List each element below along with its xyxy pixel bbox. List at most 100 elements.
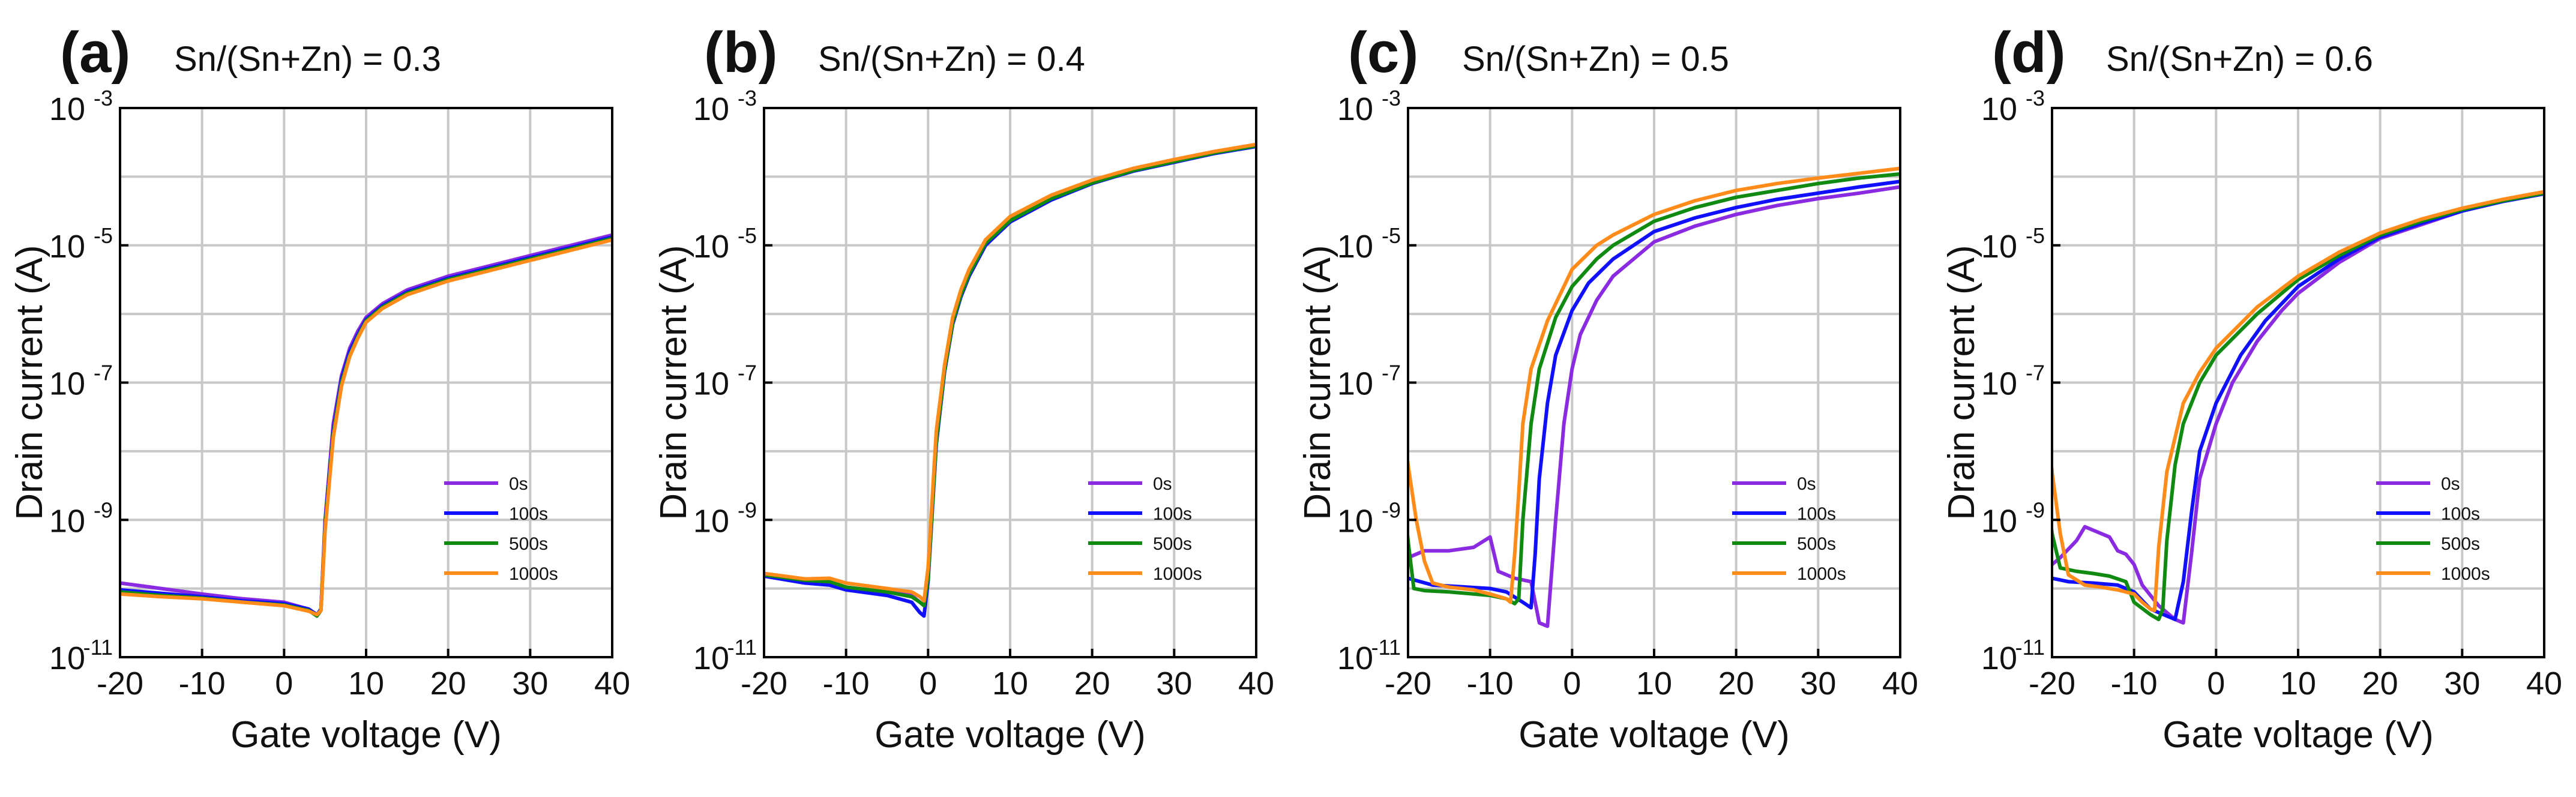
- y-tick-base: 10: [1337, 503, 1373, 539]
- series-line-1000s: [120, 238, 612, 617]
- panel-label: (d): [1992, 20, 2066, 85]
- series-line-0s: [1408, 185, 1900, 628]
- x-tick-label: -10: [1467, 666, 1514, 702]
- y-tick-exponent: -7: [1382, 361, 1401, 385]
- panel-c: (c) Sn/(Sn+Zn) = 0.5-20 -10 0 10 20 30 4010-111…: [1297, 20, 1918, 756]
- legend-label: 100s: [2441, 504, 2480, 524]
- x-tick-label: -20: [741, 666, 787, 702]
- y-tick-label: 10 -7: [693, 361, 757, 402]
- x-tick-label: -20: [1385, 666, 1431, 702]
- y-axis-label: Drain current (A): [1941, 245, 1982, 520]
- legend-label: 100s: [1797, 504, 1836, 524]
- y-tick-label: 10-11: [693, 635, 757, 676]
- y-tick-exponent: -9: [1382, 498, 1401, 522]
- x-tick-label: -10: [2111, 666, 2158, 702]
- y-tick-exponent: -11: [2015, 635, 2045, 660]
- x-tick-label: 40: [1238, 666, 1274, 702]
- x-tick-label: 30: [2444, 666, 2480, 702]
- y-tick-label: 10 -3: [49, 86, 113, 127]
- legend-label: 500s: [509, 534, 548, 554]
- y-tick-label: 10 -3: [693, 86, 757, 127]
- x-tick-label: 10: [2280, 666, 2316, 702]
- y-tick-exponent: -3: [94, 86, 113, 110]
- legend-label: 500s: [1153, 534, 1192, 554]
- y-tick-exponent: -11: [83, 635, 113, 660]
- chart-title: Sn/(Sn+Zn) = 0.3: [174, 40, 441, 79]
- y-tick-base: 10: [1337, 366, 1373, 402]
- y-tick-base: 10: [49, 229, 85, 265]
- y-tick-exponent: -9: [2026, 498, 2045, 522]
- legend: 0s 100s 500s 1000s: [444, 474, 558, 584]
- y-tick-exponent: -9: [94, 498, 113, 522]
- x-tick-label: 20: [430, 666, 466, 702]
- legend-label: 500s: [1797, 534, 1836, 554]
- y-tick-exponent: -7: [94, 361, 113, 385]
- x-tick-label: 30: [512, 666, 548, 702]
- y-tick-exponent: -5: [738, 223, 757, 248]
- y-axis-label: Drain current (A): [653, 245, 694, 520]
- y-tick-label: 10 -5: [1337, 223, 1401, 265]
- y-tick-label: 10 -9: [693, 498, 757, 539]
- x-tick-label: 40: [1882, 666, 1918, 702]
- panel-d: (d) Sn/(Sn+Zn) = 0.6-20 -10 0 10 20 30 4010-111…: [1941, 20, 2562, 756]
- y-tick-base: 10: [1337, 91, 1373, 127]
- legend-label: 1000s: [509, 564, 558, 584]
- x-tick-label: 10: [348, 666, 384, 702]
- x-tick-label: 40: [2526, 666, 2562, 702]
- y-tick-label: 10 -9: [49, 498, 113, 539]
- y-tick-base: 10: [49, 503, 85, 539]
- legend: 0s 100s 500s 1000s: [1088, 474, 1202, 584]
- y-tick-exponent: -3: [1382, 86, 1401, 110]
- legend-label: 500s: [2441, 534, 2480, 554]
- x-tick-label: 0: [1563, 666, 1581, 702]
- y-tick-exponent: -3: [738, 86, 757, 110]
- x-tick-label: 20: [1718, 666, 1754, 702]
- y-tick-label: 10-11: [49, 635, 113, 676]
- y-tick-base: 10: [1981, 640, 2017, 676]
- y-tick-base: 10: [49, 366, 85, 402]
- panel-b: (b) Sn/(Sn+Zn) = 0.4-20 -10 0 10 20 30 4010-111…: [653, 20, 1274, 756]
- y-tick-exponent: -11: [1371, 635, 1401, 660]
- y-tick-base: 10: [693, 366, 729, 402]
- y-tick-base: 10: [49, 640, 85, 676]
- series-group: [764, 142, 1256, 618]
- series-line-100s: [1408, 179, 1900, 610]
- series-line-100s: [2052, 192, 2544, 622]
- y-tick-label: 10 -7: [1337, 361, 1401, 402]
- y-tick-label: 10 -5: [693, 223, 757, 265]
- legend-label: 0s: [509, 474, 528, 494]
- y-tick-base: 10: [693, 229, 729, 265]
- y-tick-base: 10: [49, 91, 85, 127]
- x-tick-label: -10: [179, 666, 226, 702]
- y-tick-exponent: -5: [1382, 223, 1401, 248]
- y-axis-label: Drain current (A): [1297, 245, 1338, 520]
- y-tick-base: 10: [1981, 366, 2017, 402]
- y-tick-base: 10: [1337, 640, 1373, 676]
- y-tick-base: 10: [1981, 91, 2017, 127]
- chart-title: Sn/(Sn+Zn) = 0.4: [818, 40, 1085, 79]
- y-tick-base: 10: [1337, 229, 1373, 265]
- chart-title: Sn/(Sn+Zn) = 0.6: [2106, 40, 2373, 79]
- legend-label: 100s: [1153, 504, 1192, 524]
- x-tick-label: 20: [2362, 666, 2398, 702]
- series-line-1000s: [2052, 190, 2544, 613]
- legend-label: 100s: [509, 504, 548, 524]
- x-tick-label: 30: [1800, 666, 1836, 702]
- x-tick-label: -20: [2029, 666, 2075, 702]
- y-tick-exponent: -9: [738, 498, 757, 522]
- y-tick-label: 10 -5: [1981, 223, 2045, 265]
- y-tick-exponent: -5: [2026, 223, 2045, 248]
- series-line-1000s: [1408, 166, 1900, 604]
- y-tick-exponent: -5: [94, 223, 113, 248]
- y-tick-exponent: -7: [738, 361, 757, 385]
- y-tick-label: 10 -7: [49, 361, 113, 402]
- y-tick-exponent: -3: [2026, 86, 2045, 110]
- chart-title: Sn/(Sn+Zn) = 0.5: [1462, 40, 1729, 79]
- x-tick-label: 30: [1156, 666, 1192, 702]
- x-axis-label: Gate voltage (V): [1518, 714, 1789, 756]
- y-tick-label: 10 -7: [1981, 361, 2045, 402]
- legend-label: 1000s: [2441, 564, 2490, 584]
- y-tick-base: 10: [1981, 503, 2017, 539]
- x-tick-label: 10: [992, 666, 1028, 702]
